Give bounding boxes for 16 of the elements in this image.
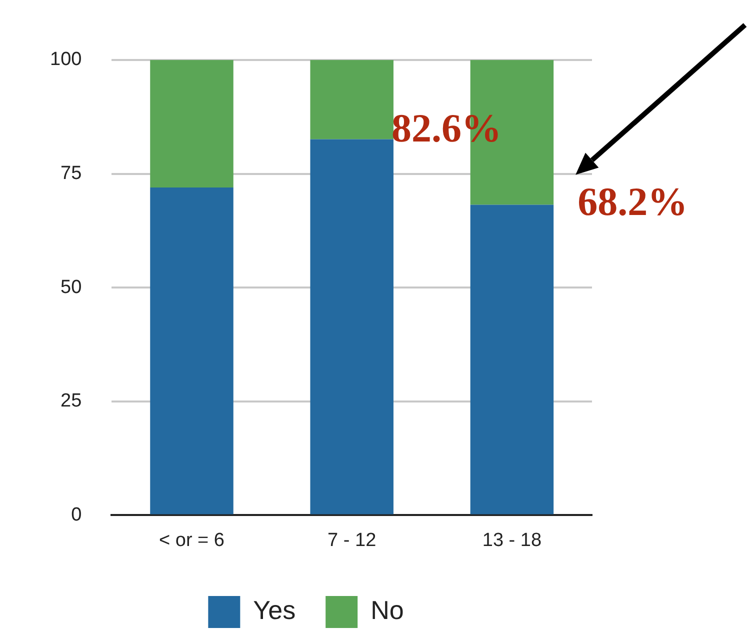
legend-label: Yes [253, 595, 296, 626]
y-tick-label: 50 [60, 276, 82, 298]
bar [310, 139, 394, 514]
x-tick-label: 7 - 12 [328, 530, 376, 551]
y-tick-label: 25 [60, 390, 82, 412]
y-tick-label: 0 [71, 504, 82, 526]
x-tick-label: < or = 6 [159, 530, 224, 551]
annotation: 68.2% [578, 179, 688, 224]
y-tick-label: 100 [50, 49, 82, 70]
bar [150, 60, 234, 188]
legend-label: No [370, 595, 404, 626]
bar [470, 204, 554, 514]
bar [310, 60, 394, 140]
x-tick-label: 13 - 18 [482, 530, 542, 551]
y-tick-label: 75 [60, 163, 82, 184]
bar [150, 187, 234, 514]
